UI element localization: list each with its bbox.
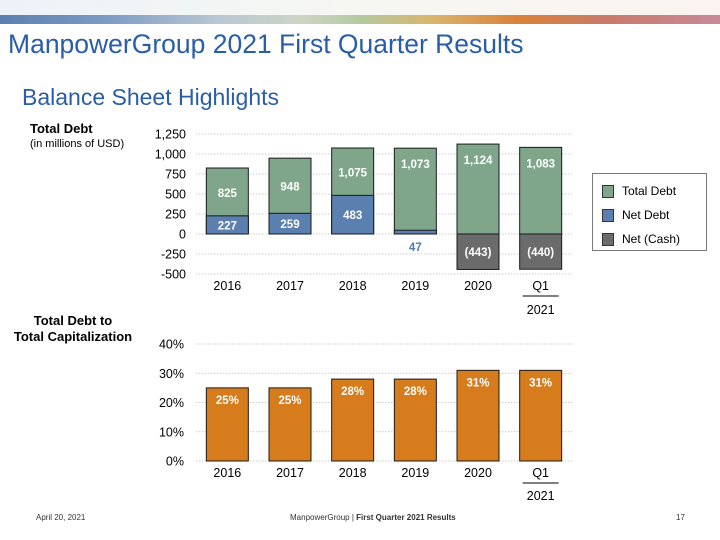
footer-company: ManpowerGroup <box>290 513 350 522</box>
footer-center: ManpowerGroup | First Quarter 2021 Resul… <box>290 513 456 522</box>
data-label-capitalization: 28% <box>341 386 364 398</box>
debt-to-capitalization-chart: 0% 10% 20% 30% 40% 25% 2016 25% 2017 28% 2018 28% 20… <box>159 338 572 503</box>
data-label-net-cash: (440) <box>527 247 554 259</box>
x-tick-label: 2020 <box>464 279 492 293</box>
y-tick-label: -500 <box>161 268 186 282</box>
data-label-capitalization: 31% <box>529 377 552 389</box>
chart-legend: Total Debt Net Debt Net (Cash) <box>592 173 707 251</box>
legend-swatch-net-cash <box>602 232 614 246</box>
data-label-net-debt: 227 <box>218 220 237 232</box>
footer-report: First Quarter 2021 Results <box>356 513 456 522</box>
x-sublabel: 2021 <box>527 489 555 503</box>
x-tick-label: 2019 <box>401 466 429 480</box>
data-label-total-debt: 948 <box>280 182 300 194</box>
data-label-capitalization: 28% <box>404 386 427 398</box>
footer-page-number: 17 <box>676 513 685 522</box>
cap-label-line1: Total Debt to <box>33 313 113 328</box>
bar-total-debt <box>519 146 563 235</box>
bar-net-debt <box>205 215 249 235</box>
legend-label-net-cash: Net (Cash) <box>622 232 681 246</box>
data-label-capitalization: 25% <box>278 395 301 407</box>
footer-date: April 20, 2021 <box>36 513 86 522</box>
data-label-capitalization: 25% <box>216 395 239 407</box>
bar-net-cash <box>519 233 563 270</box>
y-tick-label: 0 <box>179 228 186 242</box>
y-tick-label: -250 <box>161 248 186 262</box>
x-tick-label: 2018 <box>339 279 367 293</box>
y-tick-label: 0% <box>166 455 184 469</box>
bar-debt-to-capitalization <box>393 378 437 462</box>
bar-debt-to-capitalization <box>268 387 312 462</box>
data-label-capitalization: 31% <box>466 377 489 389</box>
bar-net-cash <box>456 233 500 270</box>
x-tick-label: 2019 <box>401 279 429 293</box>
bar-debt-to-capitalization <box>519 369 563 462</box>
x-tick-label: 2017 <box>276 279 304 293</box>
bar-net-debt <box>331 194 375 235</box>
bar-debt-to-capitalization <box>456 369 500 462</box>
data-label-net-debt: 47 <box>409 242 422 254</box>
legend-label-net-debt: Net Debt <box>622 208 670 222</box>
total-capitalization-label: Total Debt to Total Capitalization <box>0 313 146 345</box>
cap-label-line2: Total Capitalization <box>13 329 133 344</box>
legend-item-net-cash: Net (Cash) <box>602 232 680 246</box>
header-color-band <box>0 15 720 24</box>
total-debt-unit: (in millions of USD) <box>30 138 125 150</box>
x-tick-label: 2016 <box>213 466 241 480</box>
data-label-net-debt: 483 <box>343 210 362 222</box>
bar-debt-to-capitalization <box>205 387 249 462</box>
bar-total-debt <box>393 147 437 235</box>
data-label-total-debt: 1,075 <box>338 168 367 180</box>
total-debt-chart: -500 -250 0 250 500 750 1,000 1,250 825 227 2016 94… <box>155 128 572 317</box>
slide-subtitle: Balance Sheet Highlights <box>22 84 279 110</box>
bar-debt-to-capitalization <box>331 378 375 462</box>
x-sublabel: 2021 <box>527 303 555 317</box>
legend-label-total-debt: Total Debt <box>622 184 677 198</box>
y-tick-label: 30% <box>159 367 184 381</box>
y-tick-label: 10% <box>159 425 184 439</box>
legend-item-net-debt: Net Debt <box>602 208 669 222</box>
total-debt-label: Total Debt <box>30 121 93 136</box>
x-tick-label: Q1 <box>532 279 549 293</box>
x-tick-label: 2017 <box>276 466 304 480</box>
data-label-total-debt: 1,073 <box>401 159 430 171</box>
header-band-light <box>0 0 720 15</box>
y-tick-label: 1,000 <box>155 148 186 162</box>
data-label-total-debt: 825 <box>218 188 238 200</box>
legend-swatch-net-debt <box>602 208 614 222</box>
y-tick-label: 40% <box>159 338 184 352</box>
x-tick-label: 2018 <box>339 466 367 480</box>
data-label-net-debt: 259 <box>280 219 299 231</box>
bar-net-debt <box>393 229 437 235</box>
y-tick-label: 500 <box>165 188 186 202</box>
y-tick-label: 750 <box>165 168 186 182</box>
legend-swatch-total-debt <box>602 184 614 198</box>
x-tick-label: 2020 <box>464 466 492 480</box>
data-label-net-cash: (443) <box>465 247 492 259</box>
y-tick-label: 250 <box>165 208 186 222</box>
x-tick-label: 2016 <box>213 279 241 293</box>
data-label-total-debt: 1,124 <box>464 155 493 167</box>
legend-item-total-debt: Total Debt <box>602 184 676 198</box>
data-label-total-debt: 1,083 <box>526 158 555 170</box>
y-tick-label: 1,250 <box>155 128 186 142</box>
bar-total-debt <box>456 143 500 235</box>
slide-title: ManpowerGroup 2021 First Quarter Results <box>8 29 524 59</box>
y-tick-label: 20% <box>159 396 184 410</box>
x-tick-label: Q1 <box>532 466 549 480</box>
footer-separator: | <box>349 513 357 522</box>
bar-net-debt <box>268 212 312 235</box>
